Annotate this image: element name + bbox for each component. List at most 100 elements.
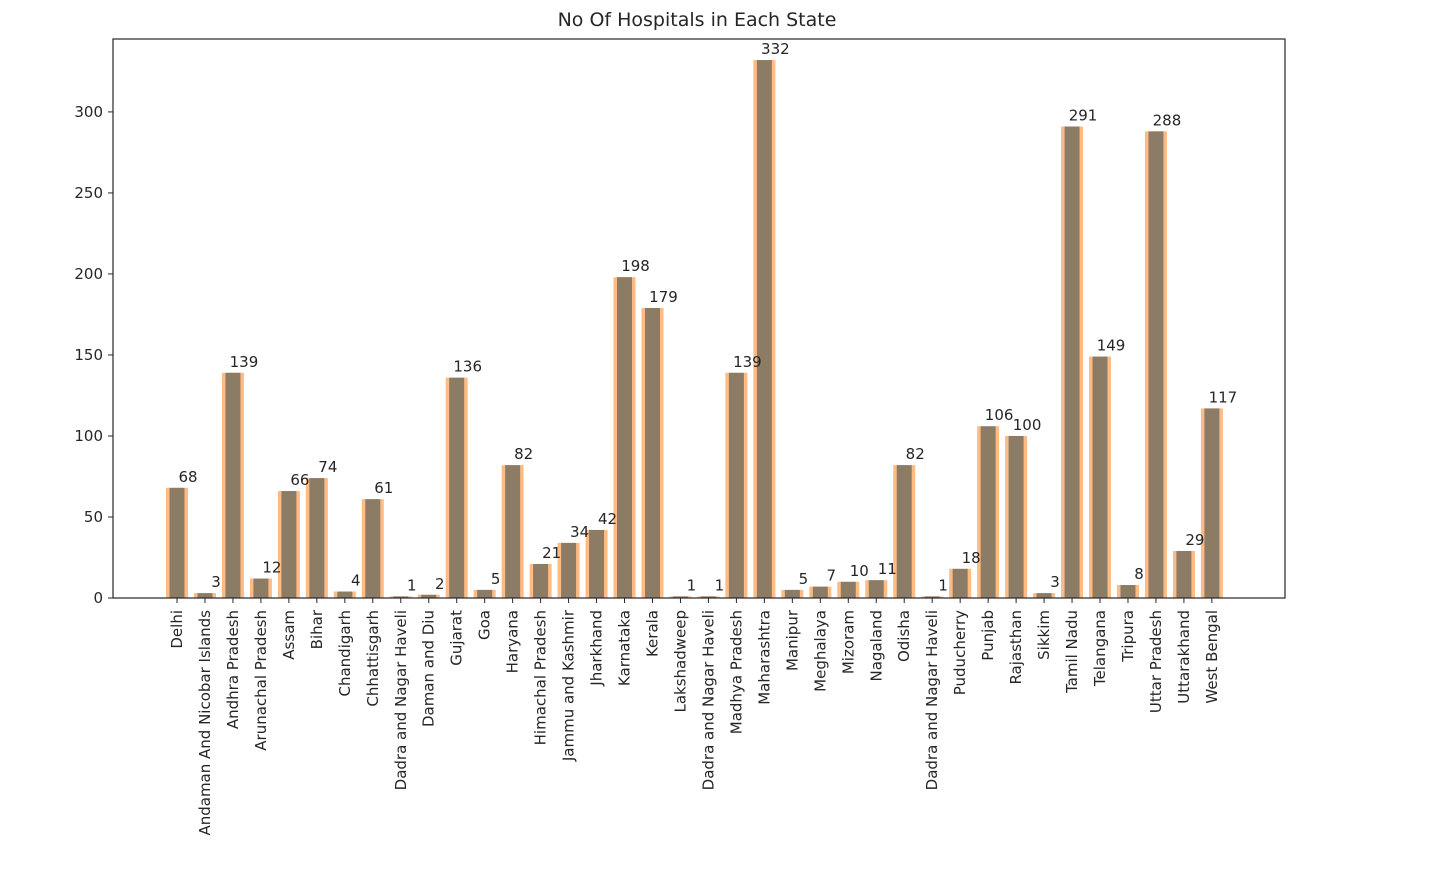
x-tick-label: Dadra and Nagar Haveli [699,610,717,790]
x-tick-label: Arunachal Pradesh [252,610,270,751]
data-label: 21 [542,544,561,562]
y-tick-label: 250 [74,184,103,202]
bar [1036,593,1052,598]
y-tick-label: 50 [84,508,103,526]
bar [253,578,269,598]
y-axis: 0 50 100 150 200 250 300 [74,103,113,607]
bars [166,60,1223,599]
bar [617,277,633,598]
data-label: 3 [211,573,221,591]
x-tick-label: Telangana [1091,610,1109,687]
bar [365,499,381,598]
data-label: 18 [962,549,981,567]
bar [896,465,912,598]
bar [1092,356,1108,598]
data-label: 1 [715,576,725,594]
data-label: 2 [435,575,445,593]
y-tick-label: 150 [74,346,103,364]
bar [533,563,549,598]
x-tick-label: Odisha [895,610,913,662]
x-tick-label: Mizoram [839,610,857,674]
x-tick-label: Tamil Nadu [1063,610,1081,694]
data-label: 149 [1097,337,1126,355]
bar [561,542,577,598]
bar [952,568,968,598]
data-label: 198 [621,257,650,275]
data-label: 34 [570,523,589,541]
x-tick-label: Andaman And Nicobar Islands [196,610,214,836]
bar [197,593,213,598]
bar [1120,585,1136,598]
bar [644,307,660,598]
data-label: 74 [318,458,337,476]
bar [756,60,772,598]
y-tick-label: 0 [93,589,103,607]
data-label: 1 [687,576,697,594]
bar [477,589,493,598]
x-tick-label: Chandigarh [336,610,354,697]
bar [700,596,716,598]
data-label: 29 [1185,531,1204,549]
bar [1064,126,1080,598]
x-tick-label: Goa [476,610,494,640]
x-tick-label: Bihar [308,609,326,649]
bar [449,377,465,598]
data-label: 136 [453,358,482,376]
x-tick-label: Andhra Pradesh [224,610,242,729]
data-label: 42 [598,510,617,528]
bar [281,491,297,598]
data-label: 117 [1209,388,1238,406]
x-tick-label: Meghalaya [811,610,829,692]
x-tick-label: Lakshadweep [671,610,689,713]
x-tick-label: Himachal Pradesh [532,610,550,745]
data-label: 11 [878,560,897,578]
x-tick-label: Delhi [168,610,186,649]
bar [924,596,940,598]
x-tick-label: Rajasthan [1007,610,1025,685]
x-tick-label: Daman and Diu [420,610,438,727]
bar [1176,551,1192,598]
x-tick-label: Uttarakhand [1175,610,1193,704]
y-tick-label: 100 [74,427,103,445]
x-tick-label: Dadra and Nagar Haveli [392,610,410,790]
data-label: 82 [514,445,533,463]
x-tick-label: Karnataka [616,610,634,686]
x-tick-label: Haryana [504,610,522,673]
data-label: 7 [827,567,837,585]
data-label: 10 [850,562,869,580]
data-label: 1 [938,576,948,594]
chart-title: No Of Hospitals in Each State [558,9,837,31]
x-tick-label: Gujarat [448,610,466,666]
bar [1148,131,1164,599]
bar [393,596,409,598]
data-label: 332 [761,40,790,58]
bar [980,426,996,598]
bar [1008,435,1024,598]
plot-frame [112,38,1286,599]
data-label: 68 [178,468,197,486]
data-label: 106 [985,406,1014,424]
data-label: 61 [374,479,393,497]
bar [728,372,744,598]
x-tick-label: Sikkim [1035,610,1053,660]
x-tick-label: Chhattisgarh [364,610,382,707]
bar [169,487,185,598]
data-label: 8 [1134,565,1144,583]
x-tick-label: West Bengal [1203,610,1221,704]
x-tick-label: Dadra and Nagar Haveli [923,610,941,790]
bar [868,580,884,598]
data-label: 1 [407,576,417,594]
bar [840,581,856,598]
bar [672,596,688,598]
bar [505,465,521,598]
data-label: 3 [1050,573,1060,591]
bar [784,589,800,598]
x-tick-label: Manipur [783,609,801,671]
x-tick-label: Uttar Pradesh [1147,610,1165,713]
bar [225,372,241,598]
x-tick-label: Jharkhand [588,610,606,687]
data-label: 179 [649,288,678,306]
x-axis: Delhi Andaman And Nicobar Islands Andhra P… [168,598,1221,836]
